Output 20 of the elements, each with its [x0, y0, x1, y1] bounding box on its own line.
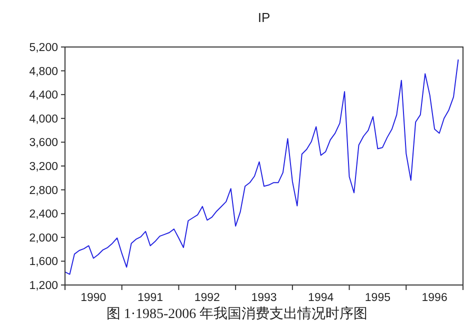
- xtick: 1993: [251, 292, 277, 304]
- ytick: 5,200: [29, 42, 58, 54]
- ytick: 1,600: [29, 256, 58, 268]
- xtick: 1996: [422, 292, 448, 304]
- ytick: 2,000: [29, 232, 58, 244]
- ytick: 4,000: [29, 113, 58, 126]
- ytick: 3,600: [29, 137, 58, 150]
- ytick: 2,800: [29, 184, 58, 197]
- ytick: 4,400: [29, 90, 58, 102]
- annotation: 图 1·1985-2006 年我国消费支出情况时序图: [106, 307, 368, 322]
- xtick: 1991: [138, 292, 164, 304]
- xtick: 1990: [80, 292, 106, 304]
- ytick: 1,200: [29, 280, 58, 292]
- xtick: 1994: [308, 292, 334, 304]
- xtick: 1995: [364, 292, 390, 304]
- ytick: 3,200: [29, 161, 58, 173]
- ytick: 2,400: [29, 208, 58, 221]
- title: IP: [258, 10, 270, 25]
- ytick: 4,800: [29, 66, 58, 78]
- xtick: 1992: [194, 292, 220, 304]
